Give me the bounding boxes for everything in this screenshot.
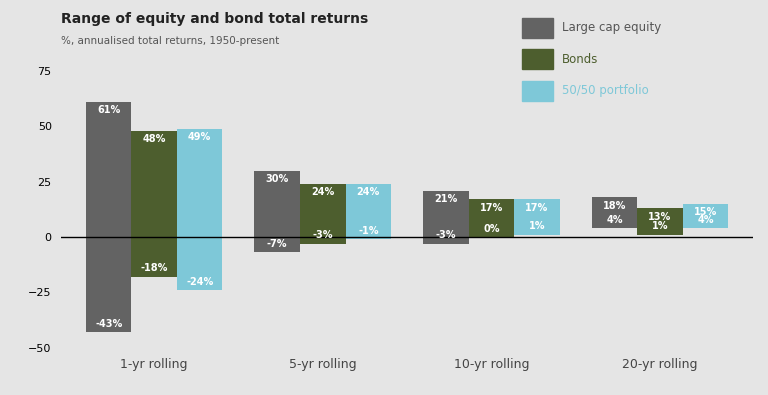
Text: 15%: 15% <box>694 207 717 217</box>
Bar <box>514 199 560 235</box>
Bar <box>683 204 728 228</box>
Text: -3%: -3% <box>313 230 333 240</box>
Text: Large cap equity: Large cap equity <box>562 21 661 34</box>
Text: 50/50 portfolio: 50/50 portfolio <box>562 85 649 97</box>
Bar <box>177 129 223 290</box>
Text: -7%: -7% <box>267 239 287 249</box>
Text: 61%: 61% <box>97 105 121 115</box>
Text: 4%: 4% <box>606 215 623 225</box>
Text: -1%: -1% <box>358 226 379 236</box>
Bar <box>346 184 391 239</box>
Text: 49%: 49% <box>188 132 211 142</box>
Text: 48%: 48% <box>143 134 166 144</box>
Text: 24%: 24% <box>311 187 334 197</box>
Bar <box>131 131 177 277</box>
Text: -43%: -43% <box>95 319 122 329</box>
Bar <box>637 208 683 235</box>
Bar <box>300 184 346 244</box>
Text: 1%: 1% <box>528 222 545 231</box>
Bar <box>254 171 300 252</box>
Text: -3%: -3% <box>435 230 456 240</box>
Text: 13%: 13% <box>648 212 671 222</box>
Text: -18%: -18% <box>141 263 168 273</box>
Text: 0%: 0% <box>483 224 499 234</box>
Bar <box>591 197 637 228</box>
Text: Bonds: Bonds <box>562 53 598 66</box>
Text: 1%: 1% <box>652 222 668 231</box>
Text: 17%: 17% <box>525 203 548 213</box>
Text: -24%: -24% <box>186 277 214 287</box>
Bar <box>468 199 514 237</box>
Text: 24%: 24% <box>356 187 380 197</box>
Bar <box>423 190 468 244</box>
Text: %, annualised total returns, 1950-present: %, annualised total returns, 1950-presen… <box>61 36 280 45</box>
Text: 21%: 21% <box>434 194 458 204</box>
Text: 4%: 4% <box>697 215 713 225</box>
Text: 18%: 18% <box>603 201 626 211</box>
Text: 30%: 30% <box>266 174 289 184</box>
Bar <box>86 102 131 332</box>
Text: 17%: 17% <box>480 203 503 213</box>
Text: Range of equity and bond total returns: Range of equity and bond total returns <box>61 12 369 26</box>
